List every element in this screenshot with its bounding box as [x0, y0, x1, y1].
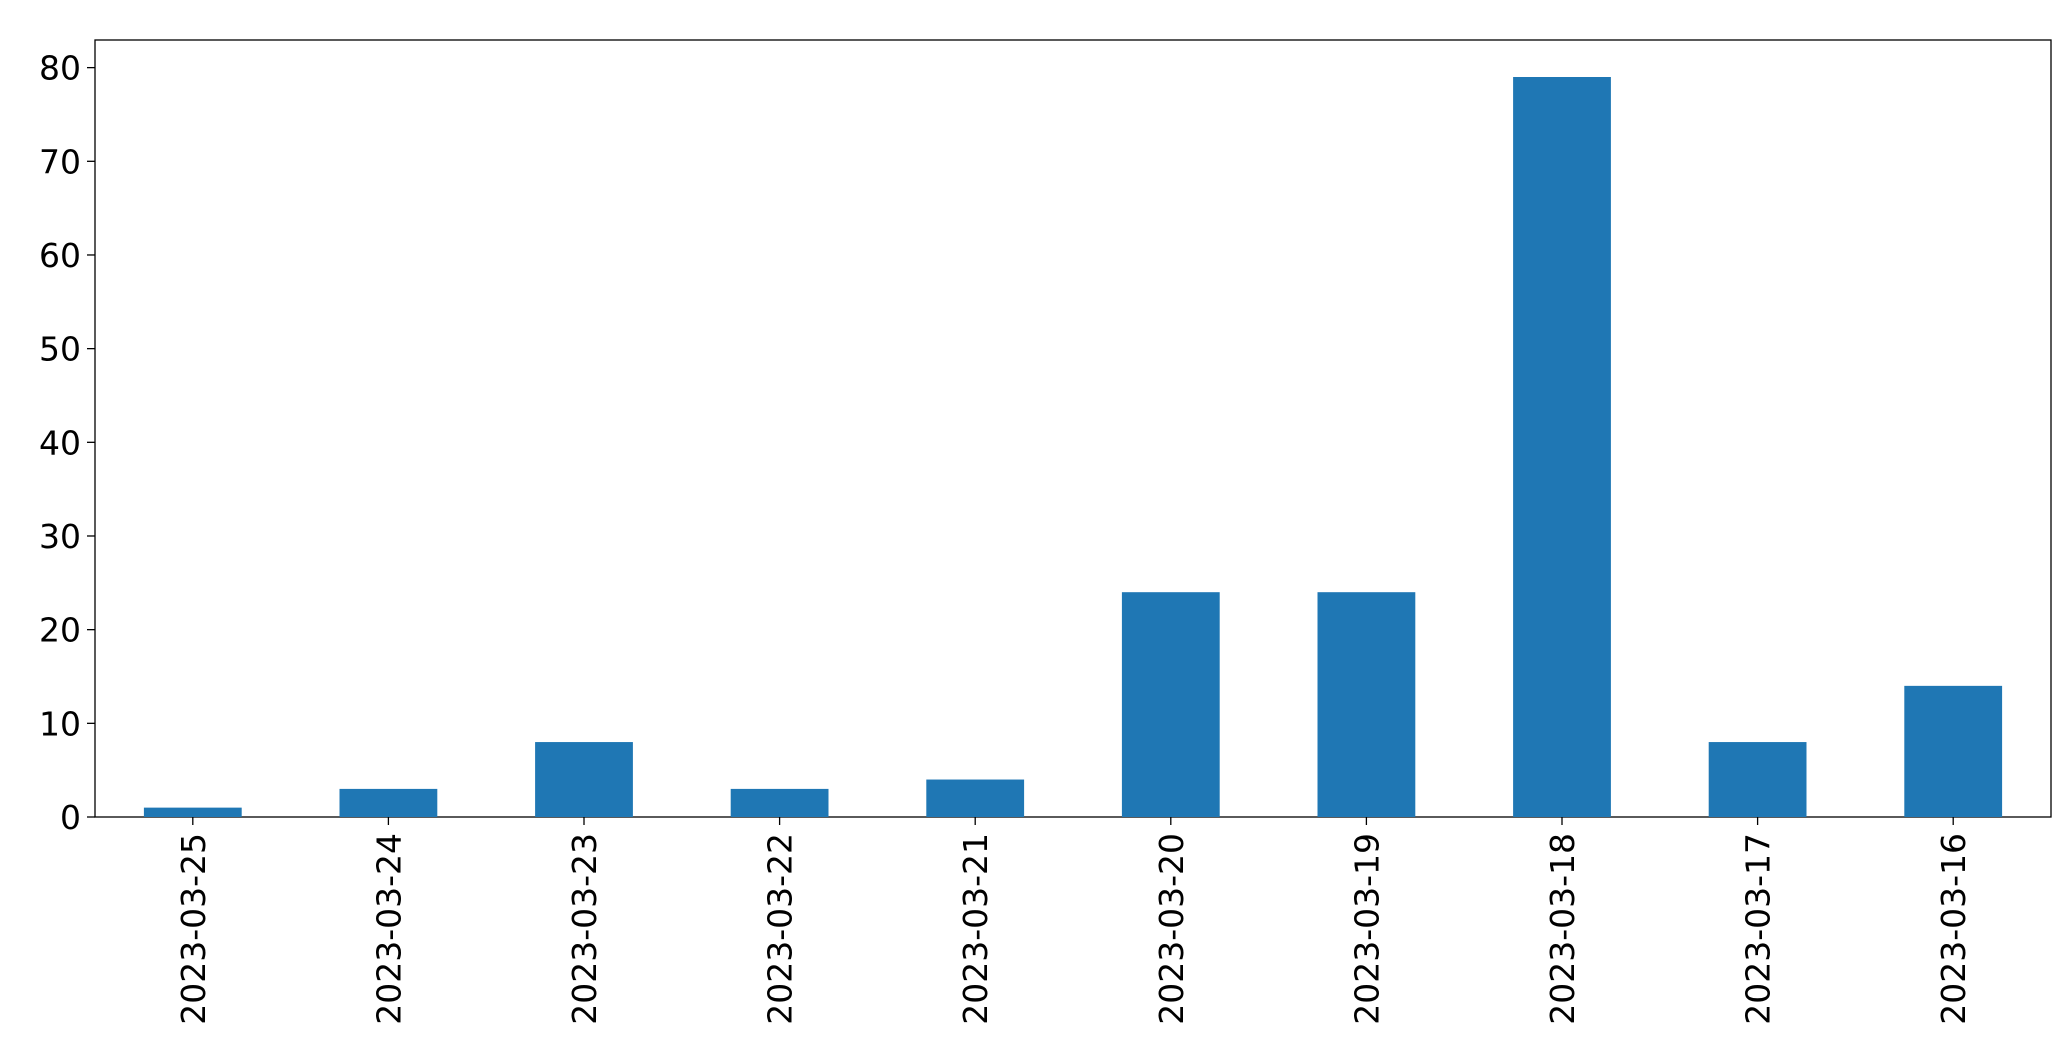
y-tick-label: 30 [39, 517, 81, 556]
y-tick-label: 50 [39, 330, 81, 369]
x-tick-label: 2023-03-23 [565, 833, 604, 1025]
bar [1708, 742, 1807, 817]
x-tick-label: 2023-03-18 [1543, 833, 1582, 1025]
bar [1121, 592, 1220, 817]
bar [1904, 685, 2003, 817]
bar [926, 779, 1025, 817]
x-tick-label: 2023-03-19 [1347, 833, 1386, 1025]
bar [535, 742, 633, 817]
bar [143, 807, 242, 817]
bar [1513, 77, 1611, 817]
y-tick-label: 20 [39, 611, 81, 650]
bar [730, 788, 829, 817]
x-tick-label: 2023-03-24 [369, 833, 408, 1025]
bar [1317, 592, 1416, 817]
x-tick-label: 2023-03-25 [174, 833, 213, 1025]
plot-frame [94, 39, 2052, 818]
y-tick-label: 60 [39, 236, 81, 275]
x-tick-label: 2023-03-20 [1152, 833, 1191, 1025]
y-tick-label: 70 [39, 142, 81, 181]
y-tick-label: 0 [60, 798, 81, 837]
y-tick-label: 10 [39, 704, 81, 743]
y-tick-label: 40 [39, 423, 81, 462]
x-tick-label: 2023-03-21 [956, 833, 995, 1025]
x-tick-label: 2023-03-22 [761, 833, 800, 1025]
x-tick-label: 2023-03-16 [1934, 833, 1973, 1025]
bar [339, 788, 438, 817]
y-tick-label: 80 [39, 49, 81, 88]
x-tick-label: 2023-03-17 [1739, 833, 1778, 1025]
